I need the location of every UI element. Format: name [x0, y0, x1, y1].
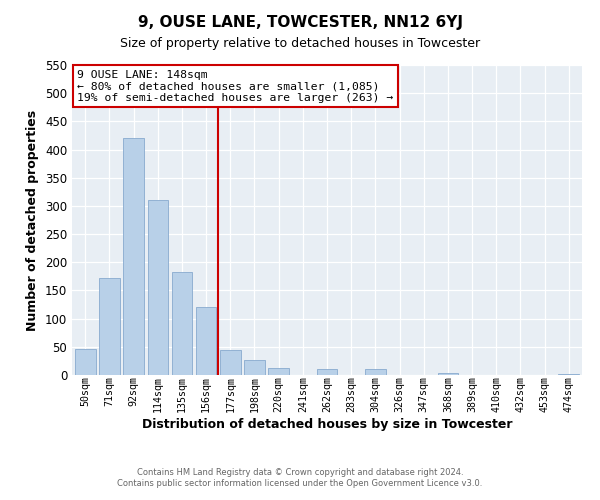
Bar	[75, 348, 95, 375]
Bar	[268, 368, 289, 375]
Y-axis label: Number of detached properties: Number of detached properties	[26, 110, 40, 330]
Bar	[196, 308, 217, 375]
Bar	[559, 374, 579, 375]
Text: Contains HM Land Registry data © Crown copyright and database right 2024.
Contai: Contains HM Land Registry data © Crown c…	[118, 468, 482, 487]
Bar	[317, 370, 337, 375]
Bar	[220, 350, 241, 375]
Text: 9 OUSE LANE: 148sqm
← 80% of detached houses are smaller (1,085)
19% of semi-det: 9 OUSE LANE: 148sqm ← 80% of detached ho…	[77, 70, 394, 103]
Bar	[124, 138, 144, 375]
Bar	[172, 272, 192, 375]
Bar	[437, 374, 458, 375]
Bar	[244, 360, 265, 375]
Text: 9, OUSE LANE, TOWCESTER, NN12 6YJ: 9, OUSE LANE, TOWCESTER, NN12 6YJ	[137, 15, 463, 30]
X-axis label: Distribution of detached houses by size in Towcester: Distribution of detached houses by size …	[142, 418, 512, 431]
Bar	[365, 370, 386, 375]
Text: Size of property relative to detached houses in Towcester: Size of property relative to detached ho…	[120, 38, 480, 51]
Bar	[148, 200, 168, 375]
Bar	[99, 278, 120, 375]
